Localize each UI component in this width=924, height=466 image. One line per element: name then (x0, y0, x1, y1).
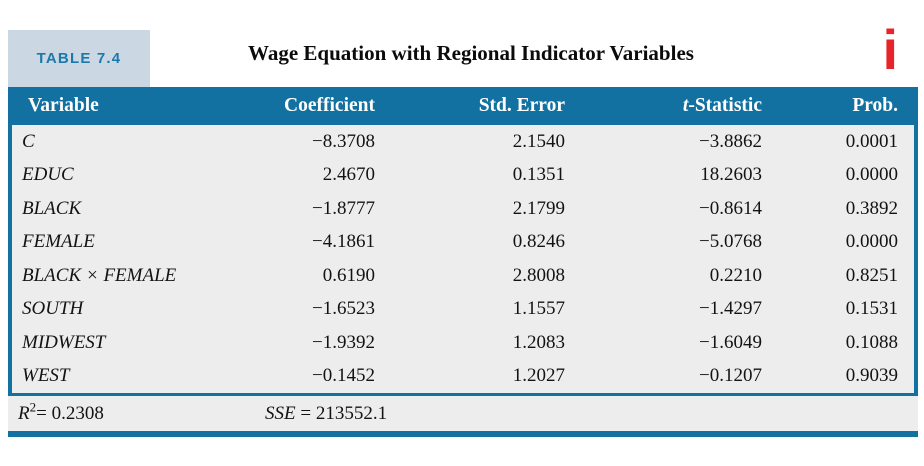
t-statistic-italic-t: t (682, 95, 689, 116)
row-variable: BLACK × FEMALE (22, 264, 177, 286)
row-prob: 0.8251 (845, 264, 898, 286)
column-header-variable: Variable (28, 95, 99, 116)
table-bottom-rule (8, 431, 918, 437)
row-coefficient: 0.6190 (322, 264, 375, 286)
row-variable: SOUTH (22, 298, 84, 320)
sse-stat: SSE = 213552.1 (265, 403, 387, 425)
table-row: MIDWEST −1.9392 1.2083 −1.6049 0.1088 (12, 326, 914, 360)
table-divider-rule (8, 393, 918, 396)
column-header-t-statistic: t-Statistic (565, 95, 762, 117)
table-row: BLACK × FEMALE 0.6190 2.8008 0.2210 0.8251 (12, 259, 914, 293)
row-variable: WEST (22, 365, 70, 387)
sse-value: = 213552.1 (295, 402, 388, 424)
row-std-error: 0.1351 (512, 164, 565, 186)
r-squared-exponent: 2 (29, 399, 37, 415)
row-variable: FEMALE (22, 231, 95, 253)
row-t-statistic: −1.4297 (699, 298, 762, 320)
row-std-error: 1.1557 (512, 298, 565, 320)
row-t-statistic: −5.0768 (699, 231, 762, 253)
table-row: C −8.3708 2.1540 −3.8862 0.0001 (12, 125, 914, 159)
row-t-statistic: −1.6049 (699, 331, 762, 353)
r-squared-value: = 0.2308 (36, 402, 104, 424)
row-prob: 0.0000 (845, 164, 898, 186)
row-std-error: 2.8008 (512, 264, 565, 286)
column-header-prob: Prob. (852, 95, 898, 116)
table-footer-row: R2= 0.2308 SSE = 213552.1 (8, 396, 918, 431)
info-icon[interactable]: i (882, 18, 898, 81)
row-t-statistic: 0.2210 (709, 264, 762, 286)
table-title: Wage Equation with Regional Indicator Va… (248, 41, 694, 65)
row-coefficient: −4.1861 (312, 231, 375, 253)
row-t-statistic: −0.8614 (699, 197, 762, 219)
row-coefficient: −0.1452 (312, 365, 375, 387)
row-std-error: 0.8246 (512, 231, 565, 253)
table-number: TABLE 7.4 (36, 50, 122, 67)
row-prob: 0.0000 (845, 231, 898, 253)
row-prob: 0.1088 (845, 331, 898, 353)
row-std-error: 1.2083 (512, 331, 565, 353)
column-header-coefficient: Coefficient (284, 95, 375, 116)
r-squared-symbol: R (18, 402, 30, 424)
row-coefficient: −1.9392 (312, 331, 375, 353)
row-coefficient: 2.4670 (322, 164, 375, 186)
row-prob: 0.1531 (845, 298, 898, 320)
row-prob: 0.9039 (845, 365, 898, 387)
table-row: EDUC 2.4670 0.1351 18.2603 0.0000 (12, 159, 914, 193)
table-row: WEST −0.1452 1.2027 −0.1207 0.9039 (12, 360, 914, 394)
table-row: FEMALE −4.1861 0.8246 −5.0768 0.0000 (12, 226, 914, 260)
row-std-error: 2.1540 (512, 130, 565, 152)
row-t-statistic: −3.8862 (699, 130, 762, 152)
row-prob: 0.3892 (845, 197, 898, 219)
row-coefficient: −1.8777 (312, 197, 375, 219)
table-row: BLACK −1.8777 2.1799 −0.8614 0.3892 (12, 192, 914, 226)
row-variable: C (22, 130, 35, 152)
row-variable: BLACK (22, 197, 82, 219)
table-row: SOUTH −1.6523 1.1557 −1.4297 0.1531 (12, 293, 914, 327)
row-std-error: 2.1799 (512, 197, 565, 219)
row-std-error: 1.2027 (512, 365, 565, 387)
sse-symbol: SSE (265, 402, 296, 424)
r-squared-stat: R2= 0.2308 (8, 400, 265, 425)
table-header-row: Variable Coefficient Std. Error t-Statis… (8, 87, 918, 125)
row-coefficient: −8.3708 (312, 130, 375, 152)
table-number-label: TABLE 7.4 (8, 30, 150, 87)
row-t-statistic: −0.1207 (699, 365, 762, 387)
row-variable: EDUC (22, 164, 74, 186)
t-statistic-rest: -Statistic (688, 95, 762, 116)
table-body: C −8.3708 2.1540 −3.8862 0.0001 EDUC 2.4670 0.1… (8, 125, 918, 393)
row-coefficient: −1.6523 (312, 298, 375, 320)
row-t-statistic: 18.2603 (700, 164, 762, 186)
row-prob: 0.0001 (845, 130, 898, 152)
row-variable: MIDWEST (22, 331, 106, 353)
column-header-std-error: Std. Error (478, 95, 565, 116)
